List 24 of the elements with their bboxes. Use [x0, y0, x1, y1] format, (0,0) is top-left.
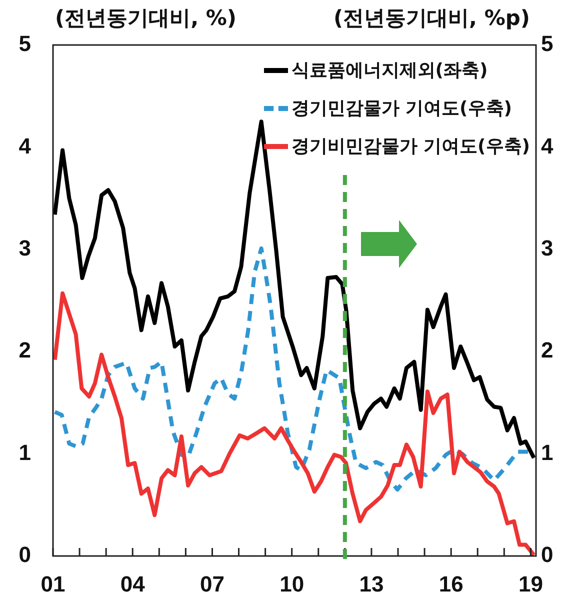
- legend-label: 경기비민감물가 기여도(우축): [291, 135, 530, 158]
- y-tick-label: 5: [18, 31, 31, 56]
- y-axis-title: (전년동기대비, %): [55, 5, 237, 32]
- y-tick-label: 1: [18, 440, 31, 465]
- y2-tick-label: 1: [541, 440, 554, 465]
- y2-tick-label: 2: [541, 338, 554, 363]
- x-tick-label: 16: [438, 571, 464, 596]
- x-tick-label: 01: [40, 571, 66, 596]
- x-tick-label: 04: [120, 571, 146, 596]
- y-tick-label: 0: [18, 542, 31, 568]
- x-tick-label: 13: [359, 571, 384, 596]
- x-tick-label: 07: [200, 571, 224, 596]
- legend-label: 식료품에너지제외(좌축): [291, 59, 488, 82]
- y2-tick-label: 0: [541, 542, 554, 568]
- legend-label: 경기민감물가 기여도(우축): [291, 97, 512, 120]
- y-tick-label: 3: [18, 235, 31, 260]
- y2-axis-title: (전년동기대비, %p): [333, 5, 530, 32]
- x-tick-label: 10: [280, 571, 304, 596]
- y-tick-label: 4: [18, 133, 32, 158]
- y-tick-label: 2: [18, 338, 31, 363]
- y2-tick-label: 3: [541, 235, 554, 260]
- y2-tick-label: 4: [541, 133, 554, 158]
- x-tick-label: 19: [518, 571, 543, 596]
- y2-tick-label: 5: [541, 31, 554, 56]
